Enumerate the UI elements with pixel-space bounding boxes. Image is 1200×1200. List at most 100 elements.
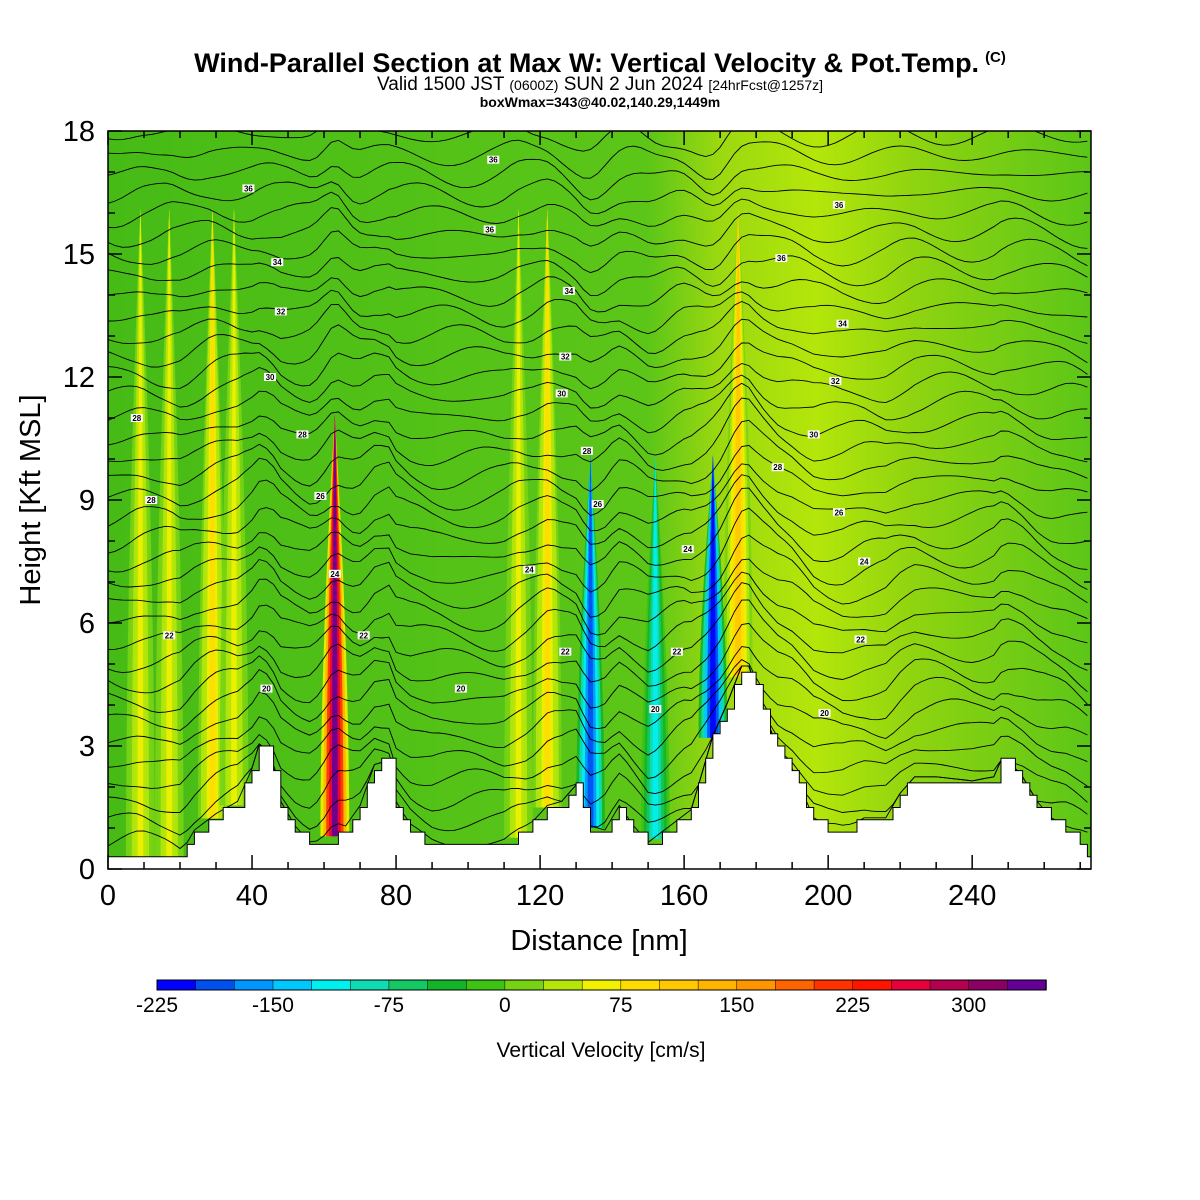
contour-label-text: 36 bbox=[244, 184, 253, 193]
theta-contour-line bbox=[108, 599, 1088, 694]
theta-contour-label: 28 bbox=[296, 430, 309, 439]
y-tick-label: 0 bbox=[79, 854, 95, 886]
colorbar-swatch bbox=[813, 979, 854, 991]
x-axis-ticks: 0 40 80 120 160 200 240 bbox=[100, 131, 1081, 912]
theta-contour-label: 34 bbox=[836, 319, 849, 329]
colorbar: -225 -150 -75 0 75 150 225 300 bbox=[136, 979, 1047, 1017]
updraft-column-layer bbox=[331, 413, 338, 837]
contour-label-box bbox=[487, 155, 500, 164]
contour-label-box bbox=[274, 307, 287, 316]
y-tick-label: 12 bbox=[63, 362, 95, 394]
valid-z: (0600Z) bbox=[509, 77, 559, 93]
theta-contour-line bbox=[108, 374, 1088, 434]
theta-contour-line bbox=[108, 382, 1088, 456]
contour-label-text: 36 bbox=[489, 156, 498, 165]
valid-time: Valid 1500 JST (0600Z) SUN 2 Jun 2024 [2… bbox=[0, 75, 1200, 95]
colorbar-swatch bbox=[311, 979, 352, 991]
colorbar-tick-label: 75 bbox=[609, 994, 632, 1017]
updraft-column bbox=[504, 208, 533, 838]
contour-label-text: 32 bbox=[276, 307, 285, 316]
contour-label-box bbox=[296, 430, 309, 439]
contour-label-box bbox=[649, 705, 662, 714]
contour-label-box bbox=[523, 565, 536, 574]
x-axis-label: Distance [nm] bbox=[510, 925, 687, 957]
colorbar-tick-label: 300 bbox=[951, 994, 986, 1017]
colorbar-swatch bbox=[272, 979, 313, 991]
contour-label-text: 36 bbox=[834, 201, 843, 210]
updraft-column bbox=[532, 208, 562, 808]
theta-contour-line bbox=[108, 131, 1088, 157]
contour-label-box bbox=[271, 258, 284, 267]
theta-contour-line bbox=[108, 534, 1088, 618]
contour-label-text: 22 bbox=[561, 648, 570, 657]
contour-label-text: 26 bbox=[834, 508, 843, 517]
boxwmax-info: boxWmax=343@40.02,140.29,1449m bbox=[479, 94, 721, 110]
theta-contour-label: 20 bbox=[260, 684, 273, 694]
y-tick-label: 15 bbox=[63, 239, 95, 271]
contour-label-text: 22 bbox=[672, 648, 681, 657]
theta-contour-line bbox=[108, 255, 1088, 297]
title-block: Wind-Parallel Section at Max W: Vertical… bbox=[0, 42, 1200, 109]
contour-label-text: 20 bbox=[820, 709, 829, 718]
theta-contour-line bbox=[108, 419, 1088, 493]
chart-title: Wind-Parallel Section at Max W: Vertical… bbox=[0, 42, 1200, 79]
colorbar-swatch bbox=[929, 979, 970, 991]
contour-label-box bbox=[314, 491, 327, 500]
contour-label-text: 34 bbox=[564, 287, 573, 296]
theta-contour-label: 32 bbox=[829, 377, 842, 386]
contour-label-box bbox=[264, 373, 277, 381]
contour-label-box bbox=[580, 446, 593, 455]
theta-contour-label: 22 bbox=[357, 631, 370, 640]
theta-contour-line bbox=[108, 444, 1088, 517]
contour-label-box bbox=[807, 430, 820, 439]
y-axis-label: Height [Kft MSL] bbox=[15, 394, 47, 605]
updraft-column-layer bbox=[166, 208, 173, 857]
theta-contour-line bbox=[108, 191, 1088, 229]
contour-label-text: 30 bbox=[809, 430, 818, 439]
contour-label-text: 22 bbox=[856, 635, 865, 644]
contour-label-box bbox=[145, 496, 158, 504]
contour-label-text: 34 bbox=[273, 258, 282, 267]
contour-label-box bbox=[163, 631, 176, 640]
theta-contour-label: 26 bbox=[832, 508, 845, 517]
theta-contour-label: 36 bbox=[832, 200, 845, 210]
contour-label-box bbox=[242, 184, 255, 193]
theta-contour-line bbox=[108, 665, 1088, 779]
theta-contour-label: 36 bbox=[775, 254, 788, 263]
colorbar-swatch bbox=[736, 979, 777, 991]
contour-label-box bbox=[670, 647, 683, 656]
theta-contour-line bbox=[108, 289, 1088, 335]
colorbar-swatch bbox=[156, 979, 197, 991]
theta-contour-line bbox=[108, 571, 1088, 652]
colorbar-tick-label: -75 bbox=[374, 994, 404, 1017]
colorbar-tick-label: -150 bbox=[252, 994, 294, 1017]
x-tick-label: 120 bbox=[516, 880, 564, 912]
contour-label-box bbox=[858, 557, 871, 566]
contour-label-box bbox=[775, 254, 788, 263]
contour-label-text: 26 bbox=[593, 500, 602, 509]
colorbar-swatch bbox=[465, 979, 506, 991]
theta-contour-line bbox=[108, 474, 1088, 554]
theta-contour-label: 20 bbox=[454, 684, 467, 694]
y-tick-label: 9 bbox=[79, 485, 95, 517]
theta-contour-label: 22 bbox=[559, 647, 572, 657]
colorbar-tick-label: 225 bbox=[835, 994, 870, 1017]
contour-label-text: 20 bbox=[262, 685, 271, 694]
downdraft-column-layer bbox=[710, 454, 716, 738]
theta-contour-line bbox=[108, 659, 1088, 756]
contour-label-box bbox=[454, 684, 467, 693]
contour-label-text: 30 bbox=[557, 389, 566, 398]
contour-label-text: 28 bbox=[298, 430, 307, 439]
contour-label-box bbox=[559, 647, 572, 656]
contour-label-text: 24 bbox=[683, 545, 692, 554]
colorbar-swatch bbox=[543, 979, 583, 991]
colorbar-swatch bbox=[1007, 979, 1047, 991]
updraft-column-layer bbox=[515, 208, 522, 838]
valid-prefix: Valid 1500 JST bbox=[376, 74, 505, 95]
theta-contour-label: 36 bbox=[487, 155, 500, 165]
colorbar-swatch bbox=[504, 979, 545, 991]
theta-contour-line bbox=[108, 301, 1088, 354]
colorbar-swatch bbox=[891, 979, 931, 991]
theta-contour-label: 28 bbox=[580, 446, 593, 456]
theta-contour-label: 20 bbox=[649, 705, 662, 714]
